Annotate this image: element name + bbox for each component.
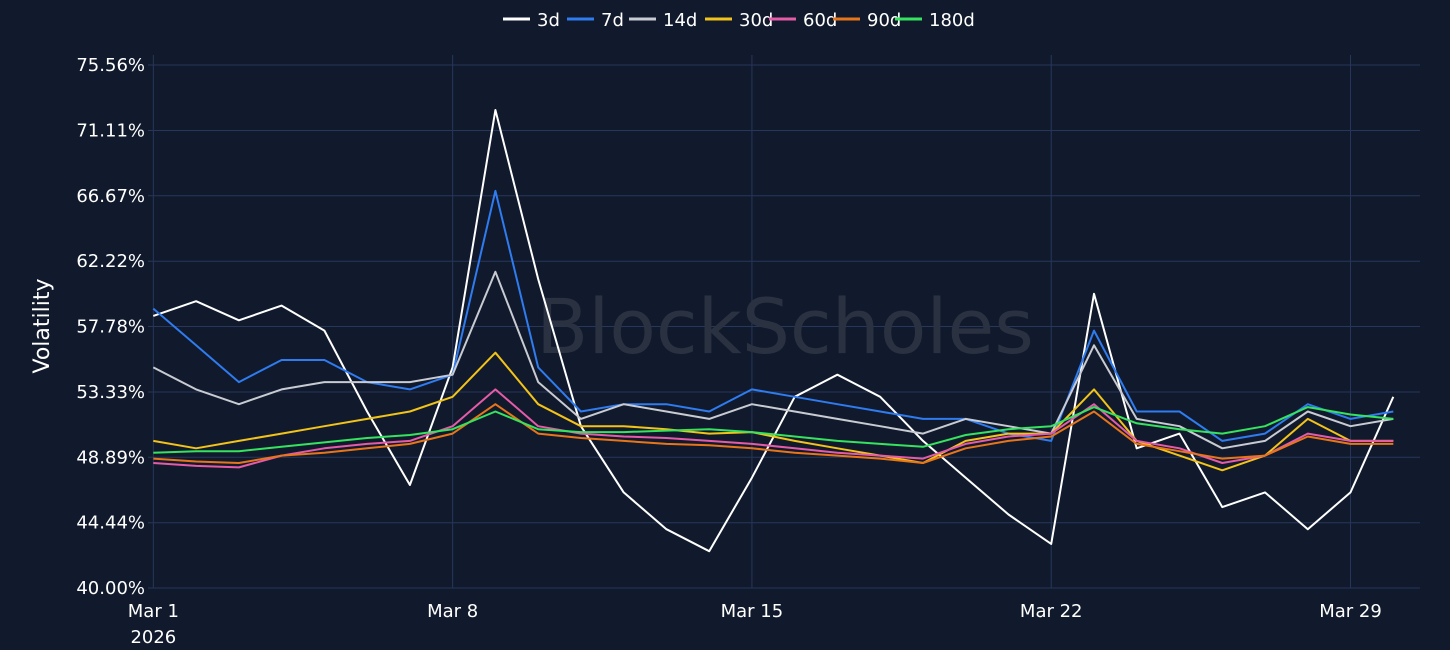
legend-item-14d[interactable]: 14d (629, 10, 697, 31)
watermark: BlockScholes (536, 282, 1034, 371)
y-tick-label: 57.78% (76, 317, 145, 338)
legend-item-30d[interactable]: 30d (705, 10, 773, 31)
legend[interactable]: 3d 7d 14d 30d 60d 90d 180d (503, 10, 975, 31)
y-tick-label: 53.33% (76, 382, 145, 403)
y-tick-label: 62.22% (76, 251, 145, 272)
y-tick-label: 44.44% (76, 513, 145, 534)
x-axis-ticks: Mar 1 2026 Mar 8 Mar 15 Mar 22 Mar 29 (128, 601, 1382, 648)
y-tick-label: 40.00% (76, 578, 145, 599)
x-tick-year: 2026 (130, 627, 176, 648)
x-tick-label: Mar 1 (128, 601, 179, 622)
legend-item-7d[interactable]: 7d (567, 10, 624, 31)
legend-item-180d[interactable]: 180d (895, 10, 975, 31)
x-tick-label: Mar 29 (1319, 601, 1382, 622)
legend-label: 180d (929, 10, 975, 31)
legend-item-3d[interactable]: 3d (503, 10, 560, 31)
series-lines (152, 109, 1395, 553)
legend-label: 30d (739, 10, 773, 31)
legend-item-60d[interactable]: 60d (769, 10, 837, 31)
series-line-90d (153, 403, 1394, 464)
legend-label: 90d (867, 10, 901, 31)
y-axis-label: Volatility (30, 278, 55, 373)
x-tick-label: Mar 22 (1020, 601, 1083, 622)
legend-label: 60d (803, 10, 837, 31)
y-axis-ticks: 40.00% 44.44% 48.89% 53.33% 57.78% 62.22% 66.6… (76, 55, 145, 599)
legend-item-90d[interactable]: 90d (833, 10, 901, 31)
legend-label: 7d (601, 10, 624, 31)
series-line-180d (153, 406, 1394, 454)
y-tick-label: 48.89% (76, 447, 145, 468)
legend-label: 3d (537, 10, 560, 31)
legend-label: 14d (663, 10, 697, 31)
series-line-60d (153, 388, 1394, 469)
y-tick-label: 75.56% (76, 55, 145, 76)
x-tick-label: Mar 15 (721, 601, 784, 622)
y-tick-label: 66.67% (76, 186, 145, 207)
series-line-7d (152, 189, 1394, 442)
x-tick-label: Mar 8 (427, 601, 478, 622)
y-tick-label: 71.11% (76, 120, 145, 141)
grid-lines (148, 55, 1420, 589)
series-line-30d (153, 351, 1394, 472)
